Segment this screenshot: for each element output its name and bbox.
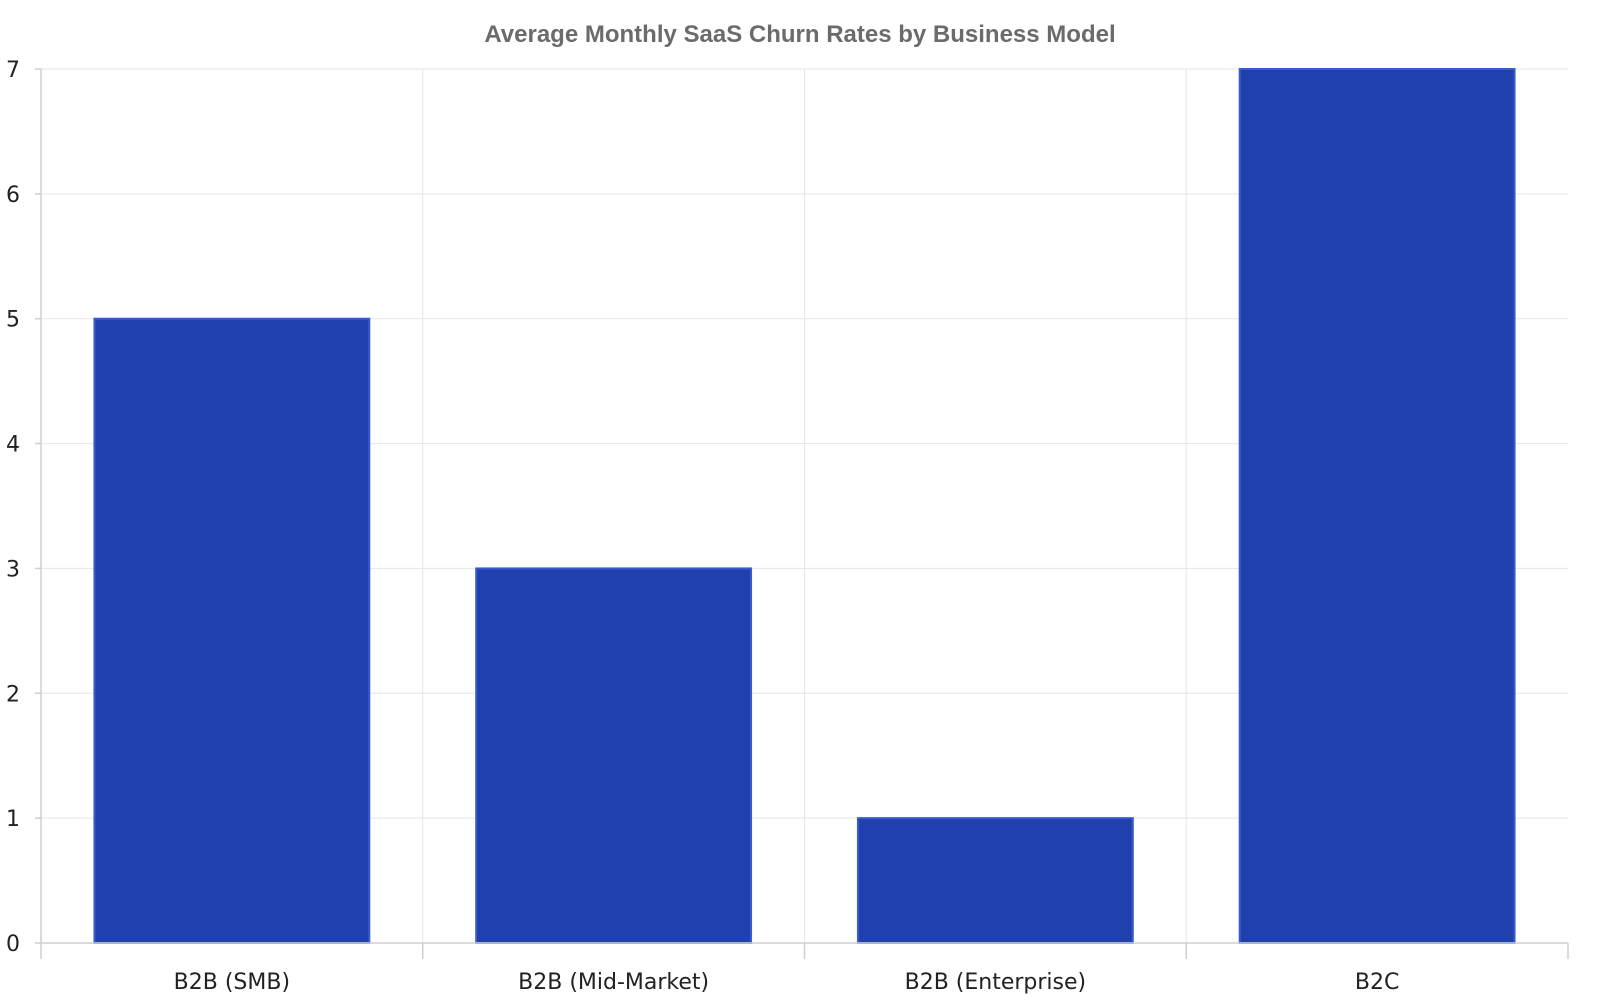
- y-tick-label: 5: [6, 308, 20, 333]
- y-tick-label: 6: [6, 183, 20, 208]
- tick-labels: 0 1 2 3 4 5 6 7 B2B (SMB) B2B (Mid-Market) B2B (En…: [6, 58, 1399, 995]
- x-tick-label: B2B (Mid-Market): [518, 970, 709, 995]
- bar: [93, 317, 371, 944]
- x-tick-label: B2B (SMB): [174, 970, 290, 995]
- bar: [1238, 68, 1516, 944]
- y-tick-label: 3: [6, 557, 20, 582]
- x-tick-label: B2C: [1355, 970, 1399, 995]
- y-tick-label: 0: [6, 932, 20, 957]
- x-tick-label: B2B (Enterprise): [905, 970, 1087, 995]
- y-tick-label: 4: [6, 433, 20, 458]
- y-tick-label: 2: [6, 682, 20, 707]
- y-tick-label: 1: [6, 807, 20, 832]
- chart-title: Average Monthly SaaS Churn Rates by Busi…: [484, 21, 1115, 48]
- bar: [475, 567, 753, 945]
- axes: [35, 68, 1569, 959]
- bar: [856, 817, 1134, 945]
- y-tick-label: 7: [6, 58, 20, 83]
